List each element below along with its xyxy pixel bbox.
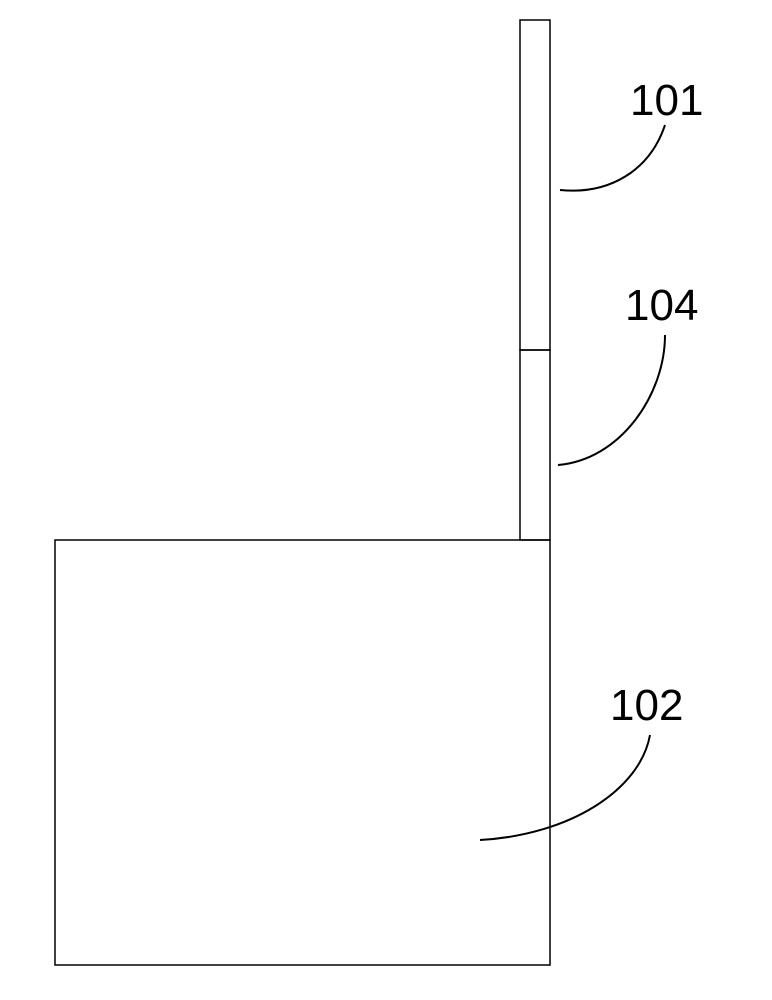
label-104: 104 — [625, 281, 698, 330]
leader-104 — [558, 335, 665, 465]
part-104-post — [520, 350, 550, 540]
part-101-post — [520, 20, 550, 350]
label-102: 102 — [610, 681, 683, 730]
leader-102 — [480, 735, 650, 840]
technical-diagram: 101 104 102 — [0, 0, 772, 1000]
part-102-box — [55, 540, 550, 965]
label-101: 101 — [630, 76, 703, 125]
leader-101 — [560, 125, 665, 191]
